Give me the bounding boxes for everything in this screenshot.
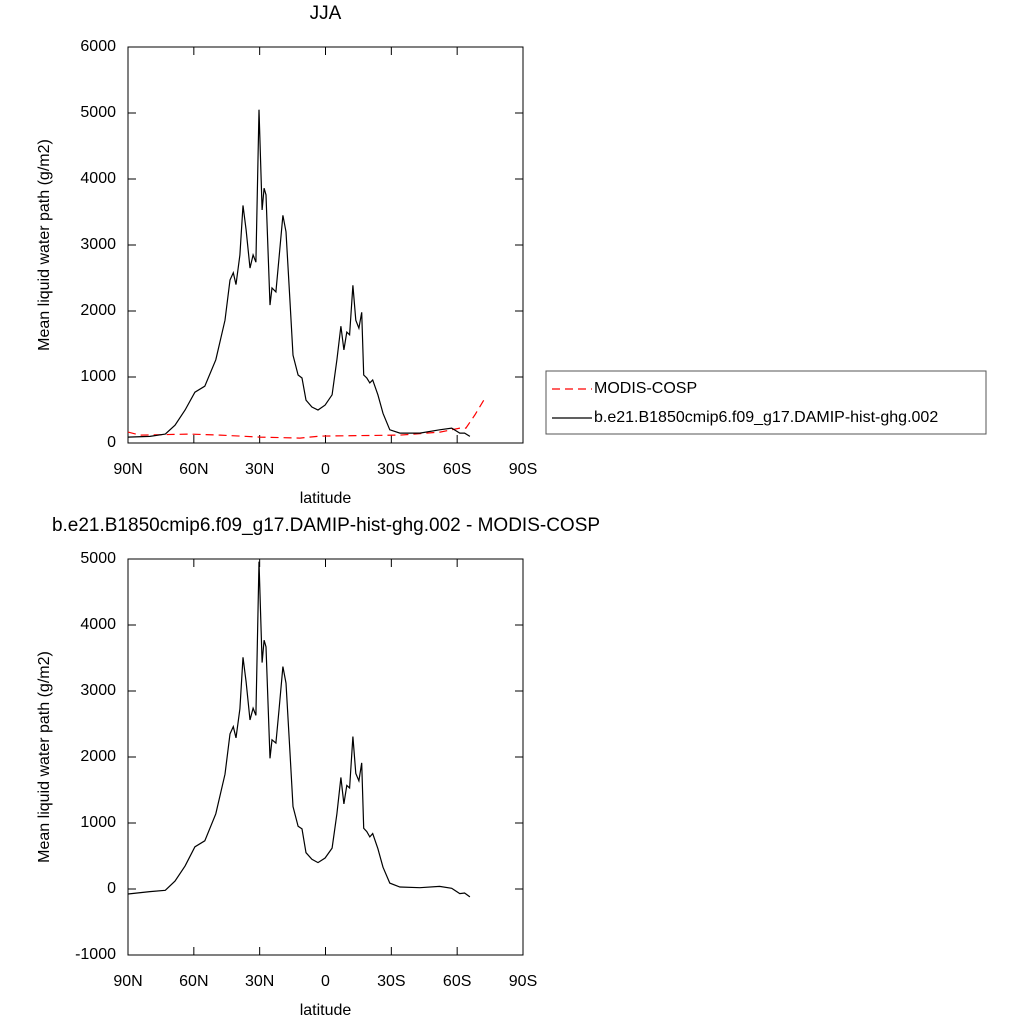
x-tick-label: 30N bbox=[245, 973, 274, 990]
x-tick-label: 60N bbox=[179, 461, 208, 478]
x-tick-label: 90N bbox=[113, 973, 142, 990]
data-line bbox=[127, 109, 471, 438]
x-tick-label: 0 bbox=[321, 461, 330, 478]
data-line bbox=[127, 397, 486, 439]
y-tick-label: 2000 bbox=[80, 748, 116, 765]
legend-box bbox=[545, 370, 987, 435]
x-tick-label: 30N bbox=[245, 461, 274, 478]
y-tick-label: 6000 bbox=[80, 38, 116, 55]
y-axis-label: Mean liquid water path (g/m2) bbox=[36, 651, 53, 863]
y-tick-label: 1000 bbox=[80, 368, 116, 385]
chart-title: b.e21.B1850cmip6.f09_g17.DAMIP-hist-ghg.… bbox=[52, 515, 600, 536]
x-axis-label: latitude bbox=[300, 490, 352, 507]
plot-frame bbox=[127, 46, 524, 444]
x-tick-label: 30S bbox=[377, 461, 405, 478]
x-tick-label: 90S bbox=[509, 461, 537, 478]
data-line bbox=[127, 561, 471, 898]
y-tick-label: 5000 bbox=[80, 104, 116, 121]
x-axis-label: latitude bbox=[300, 1002, 352, 1019]
y-tick-label: 5000 bbox=[80, 550, 116, 567]
x-tick-label: 0 bbox=[321, 973, 330, 990]
legend-label: MODIS-COSP bbox=[594, 380, 697, 397]
x-tick-label: 90S bbox=[509, 973, 537, 990]
plot-frame bbox=[127, 558, 524, 956]
y-tick-label: 3000 bbox=[80, 236, 116, 253]
y-tick-label: 4000 bbox=[80, 616, 116, 633]
y-axis-label: Mean liquid water path (g/m2) bbox=[36, 139, 53, 351]
x-tick-label: 30S bbox=[377, 973, 405, 990]
y-tick-label: 2000 bbox=[80, 302, 116, 319]
x-tick-label: 60N bbox=[179, 973, 208, 990]
x-tick-label: 90N bbox=[113, 461, 142, 478]
y-tick-label: 0 bbox=[107, 434, 116, 451]
y-tick-label: 4000 bbox=[80, 170, 116, 187]
chart-title: JJA bbox=[310, 3, 342, 24]
legend-label: b.e21.B1850cmip6.f09_g17.DAMIP-hist-ghg.… bbox=[594, 409, 938, 426]
y-tick-label: 0 bbox=[107, 880, 116, 897]
y-tick-label: 1000 bbox=[80, 814, 116, 831]
y-tick-label: -1000 bbox=[75, 946, 116, 963]
x-tick-label: 60S bbox=[443, 973, 471, 990]
y-tick-label: 3000 bbox=[80, 682, 116, 699]
x-tick-label: 60S bbox=[443, 461, 471, 478]
